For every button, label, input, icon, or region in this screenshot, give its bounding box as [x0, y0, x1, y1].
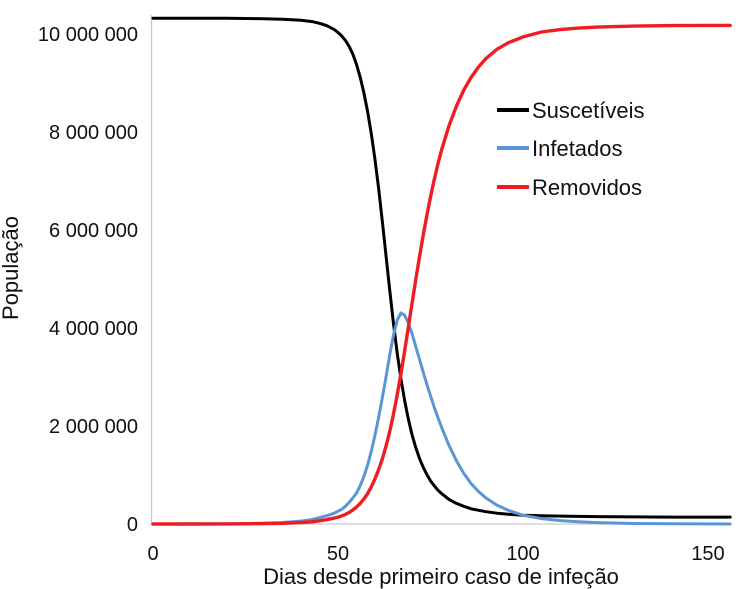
y-axis-title: População: [0, 216, 23, 320]
x-tick-label-3: 150: [691, 543, 724, 565]
y-tick-label-4: 8 000 000: [49, 122, 138, 144]
legend-label-infetados: Infetados: [532, 136, 623, 161]
y-tick-label-0: 0: [127, 514, 138, 536]
x-axis-title: Dias desde primeiro caso de infeção: [263, 564, 619, 589]
x-tick-label-1: 50: [327, 543, 349, 565]
series-line-1: [151, 311, 732, 526]
y-tick-label-1: 2 000 000: [49, 416, 138, 438]
x-tick-label-2: 100: [506, 543, 539, 565]
series-line-2: [151, 23, 732, 526]
y-tick-label-5: 10 000 000: [38, 24, 138, 46]
legend: Suscetíveis Infetados Removidos: [497, 98, 645, 200]
x-tick-label-0: 0: [147, 543, 158, 565]
y-tick-label-3: 6 000 000: [49, 220, 138, 242]
y-tick-label-2: 4 000 000: [49, 318, 138, 340]
legend-label-removidos: Removidos: [532, 175, 642, 200]
series-line-0: [151, 16, 732, 519]
legend-label-suscetiveis: Suscetíveis: [532, 98, 645, 123]
